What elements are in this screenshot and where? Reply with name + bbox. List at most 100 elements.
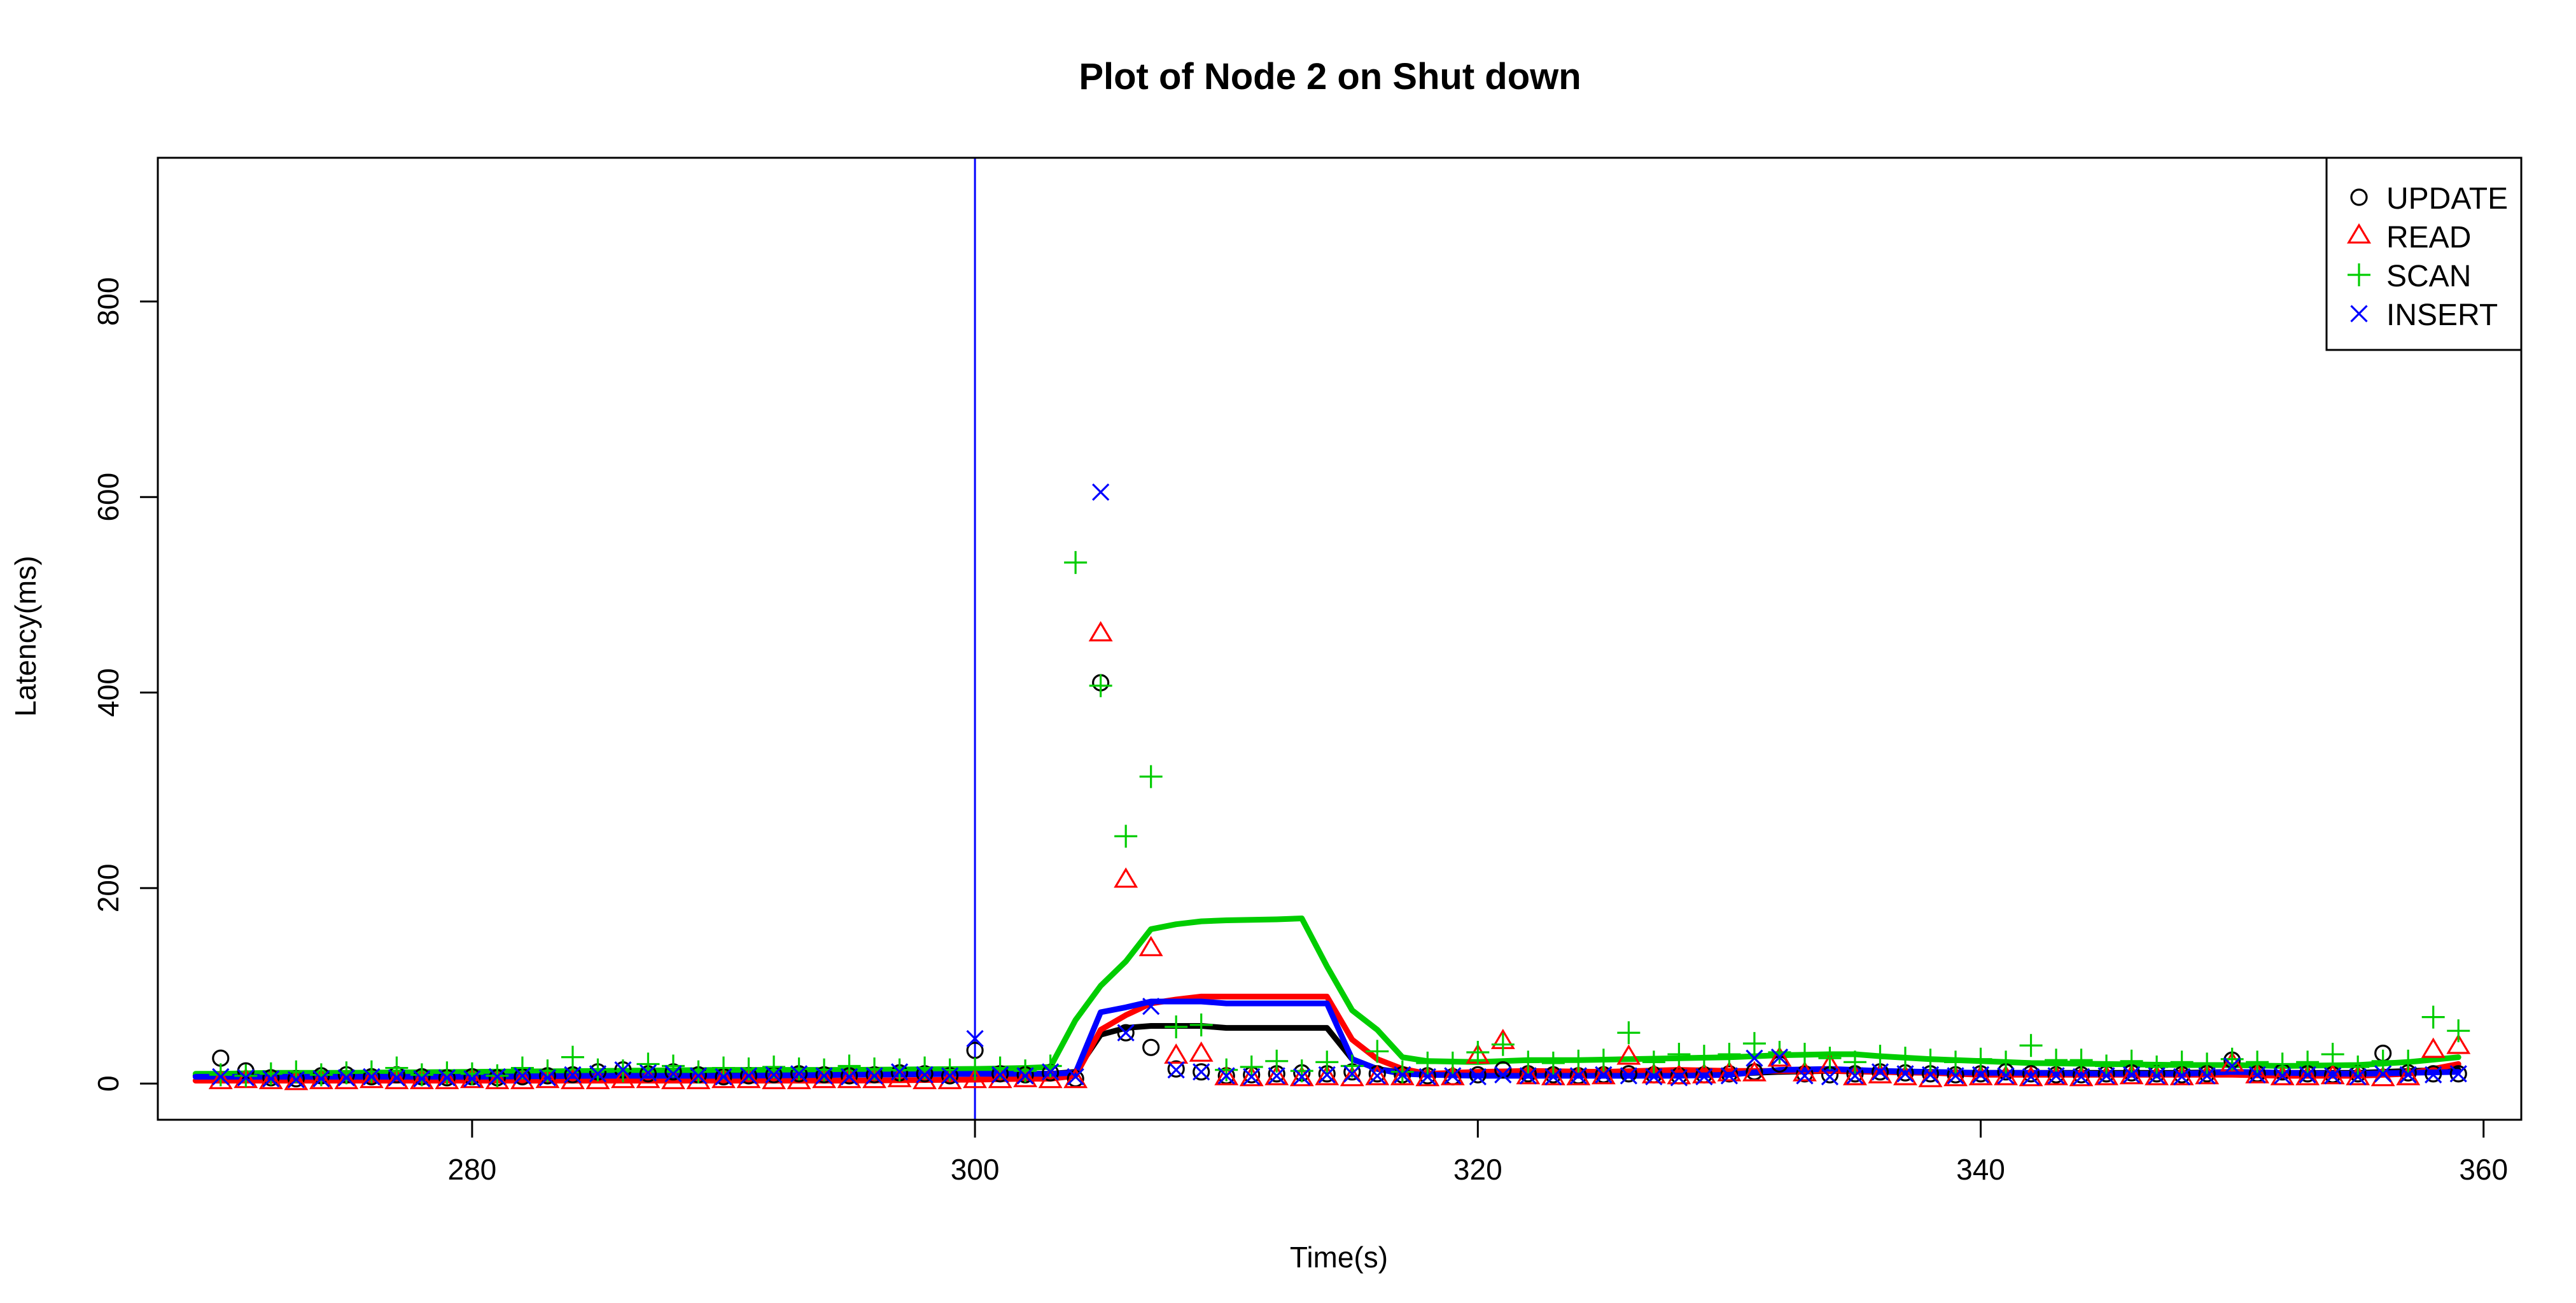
point-scan-302 [1014, 1059, 1037, 1083]
point-read-286 [610, 1068, 635, 1089]
point-read-339 [1943, 1066, 1968, 1087]
legend: UPDATE READ SCAN INSERT [2325, 157, 2523, 351]
point-scan-303 [1039, 1054, 1062, 1078]
point-read-294 [812, 1068, 837, 1089]
point-scan-319 [1441, 1051, 1464, 1075]
point-insert-333 [1796, 1067, 1814, 1085]
point-scan-277 [385, 1056, 409, 1080]
x-axis-label: Time(s) [1290, 1241, 1388, 1274]
point-scan-318 [1416, 1051, 1439, 1075]
point-scan-348 [2170, 1050, 2194, 1074]
point-read-341 [1994, 1064, 2019, 1085]
point-read-277 [384, 1068, 409, 1089]
point-read-322 [1516, 1064, 1541, 1085]
y-tick-label-400: 400 [92, 668, 125, 717]
point-read-313 [1289, 1066, 1314, 1087]
point-insert-352 [2274, 1067, 2292, 1085]
point-read-295 [837, 1068, 862, 1089]
point-scan-295 [837, 1054, 861, 1078]
point-read-347 [2145, 1064, 2169, 1085]
point-insert-277 [388, 1069, 405, 1087]
point-insert-347 [2148, 1067, 2166, 1085]
point-insert-299 [941, 1067, 959, 1085]
point-insert-356 [2374, 1065, 2392, 1083]
point-insert-306 [1117, 1024, 1135, 1042]
point-insert-316 [1368, 1067, 1386, 1085]
legend-symbol-scan [2348, 263, 2370, 286]
point-scan-284 [561, 1045, 584, 1069]
point-insert-317 [1394, 1066, 1411, 1084]
point-insert-305 [1092, 483, 1110, 501]
point-scan-356 [2371, 1049, 2395, 1073]
legend-entry-insert: INSERT [2350, 298, 2498, 332]
point-scan-309 [1189, 1013, 1213, 1036]
point-insert-311 [1243, 1068, 1261, 1086]
point-update-320 [1469, 1066, 1487, 1084]
point-read-270 [208, 1068, 233, 1089]
point-insert-287 [639, 1064, 657, 1082]
point-scan-338 [1919, 1049, 1942, 1072]
point-insert-302 [1016, 1067, 1034, 1085]
point-insert-285 [589, 1065, 607, 1083]
point-scan-355 [2346, 1056, 2370, 1079]
point-insert-346 [2122, 1066, 2141, 1084]
point-scan-271 [234, 1064, 258, 1087]
point-read-348 [2169, 1064, 2194, 1085]
point-insert-309 [1193, 1063, 1210, 1081]
point-read-276 [359, 1068, 384, 1089]
point-scan-329 [1692, 1045, 1716, 1068]
point-read-353 [2295, 1064, 2320, 1085]
point-scan-352 [2271, 1052, 2294, 1076]
point-read-306 [1114, 867, 1138, 888]
point-scan-322 [1516, 1050, 1540, 1074]
point-insert-338 [1921, 1066, 1940, 1084]
point-insert-348 [2173, 1068, 2191, 1086]
point-scan-312 [1265, 1049, 1289, 1073]
point-scan-272 [259, 1062, 283, 1085]
point-update-326 [1620, 1065, 1637, 1083]
point-insert-359 [2449, 1065, 2467, 1083]
point-read-323 [1541, 1064, 1565, 1085]
point-insert-341 [1997, 1067, 2015, 1085]
y-tick-label-600: 600 [92, 473, 125, 522]
point-insert-300 [966, 1029, 984, 1048]
point-insert-318 [1418, 1068, 1436, 1086]
point-scan-359 [2447, 1019, 2470, 1043]
point-insert-353 [2299, 1066, 2316, 1084]
point-update-330 [1720, 1065, 1739, 1083]
point-read-280 [459, 1068, 484, 1089]
point-read-345 [2094, 1064, 2119, 1085]
point-insert-288 [664, 1065, 682, 1083]
x-tick-label-320: 320 [1453, 1153, 1502, 1186]
point-insert-320 [1469, 1068, 1487, 1086]
point-insert-334 [1821, 1068, 1839, 1086]
point-insert-274 [312, 1070, 330, 1088]
point-insert-342 [2022, 1068, 2040, 1086]
point-read-311 [1239, 1066, 1264, 1087]
point-scan-345 [2095, 1054, 2118, 1078]
point-read-315 [1340, 1066, 1364, 1087]
point-insert-337 [1896, 1065, 1914, 1083]
point-insert-301 [991, 1066, 1009, 1084]
point-insert-325 [1595, 1066, 1613, 1084]
legend-label-read: READ [2386, 221, 2471, 254]
point-insert-308 [1167, 1061, 1185, 1079]
point-insert-275 [337, 1069, 355, 1087]
point-insert-313 [1293, 1068, 1311, 1086]
point-read-326 [1616, 1044, 1641, 1065]
point-insert-304 [1067, 1068, 1084, 1086]
point-insert-354 [2324, 1067, 2342, 1085]
point-read-352 [2270, 1064, 2295, 1085]
point-read-337 [1893, 1064, 1917, 1085]
point-read-327 [1641, 1063, 1666, 1084]
point-scan-320 [1466, 1040, 1490, 1064]
point-read-317 [1390, 1064, 1415, 1085]
point-scan-310 [1215, 1058, 1238, 1082]
point-scan-344 [2069, 1049, 2093, 1072]
point-read-355 [2346, 1064, 2370, 1085]
point-insert-291 [739, 1067, 758, 1085]
point-read-357 [2396, 1064, 2421, 1085]
point-update-333 [1796, 1065, 1814, 1083]
point-read-291 [736, 1068, 761, 1089]
